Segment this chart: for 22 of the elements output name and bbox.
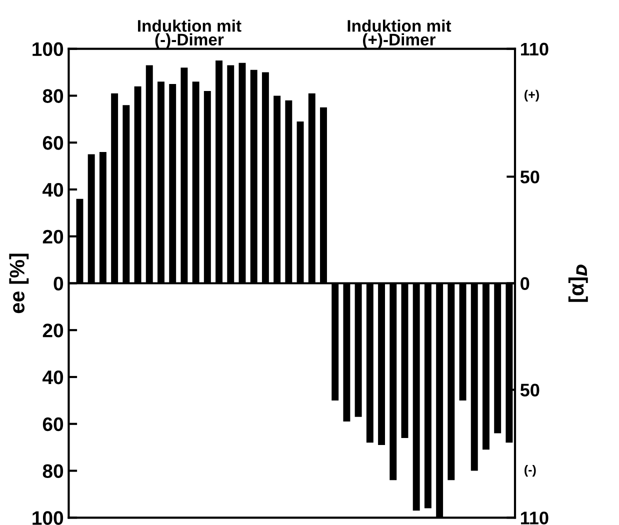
text: (-) bbox=[524, 464, 536, 477]
y-tick-label: 40 bbox=[42, 182, 64, 197]
y2-tick-label: 50 bbox=[520, 384, 540, 397]
y-tick-label: 100 bbox=[32, 42, 64, 56]
y-tick-label: 80 bbox=[42, 89, 64, 103]
text: (+) bbox=[524, 90, 539, 102]
y-tick-label: 40 bbox=[42, 370, 64, 384]
y-tick-label: 100 bbox=[32, 511, 64, 525]
y-tick-label: 0 bbox=[54, 276, 64, 290]
y-tick-label: 20 bbox=[42, 324, 64, 338]
y2-tick-label: 110 bbox=[521, 512, 548, 524]
y-axis-title: ee [%] bbox=[9, 254, 29, 314]
y-tick-label: 60 bbox=[42, 136, 64, 150]
y-tick-label: 20 bbox=[42, 230, 64, 244]
y2-tick-label: 0 bbox=[520, 277, 530, 290]
y2-tick-label: 110 bbox=[521, 42, 548, 56]
y2-axis-title: [α]$_{D}$ bbox=[568, 264, 588, 302]
text: Induktion mit (+)-Dimer bbox=[348, 20, 452, 49]
y-tick-label: 80 bbox=[42, 464, 64, 478]
text: Induktion mit (-)-Dimer bbox=[138, 20, 242, 49]
y2-tick-label: 50 bbox=[520, 170, 540, 184]
y-tick-label: 60 bbox=[42, 417, 64, 432]
